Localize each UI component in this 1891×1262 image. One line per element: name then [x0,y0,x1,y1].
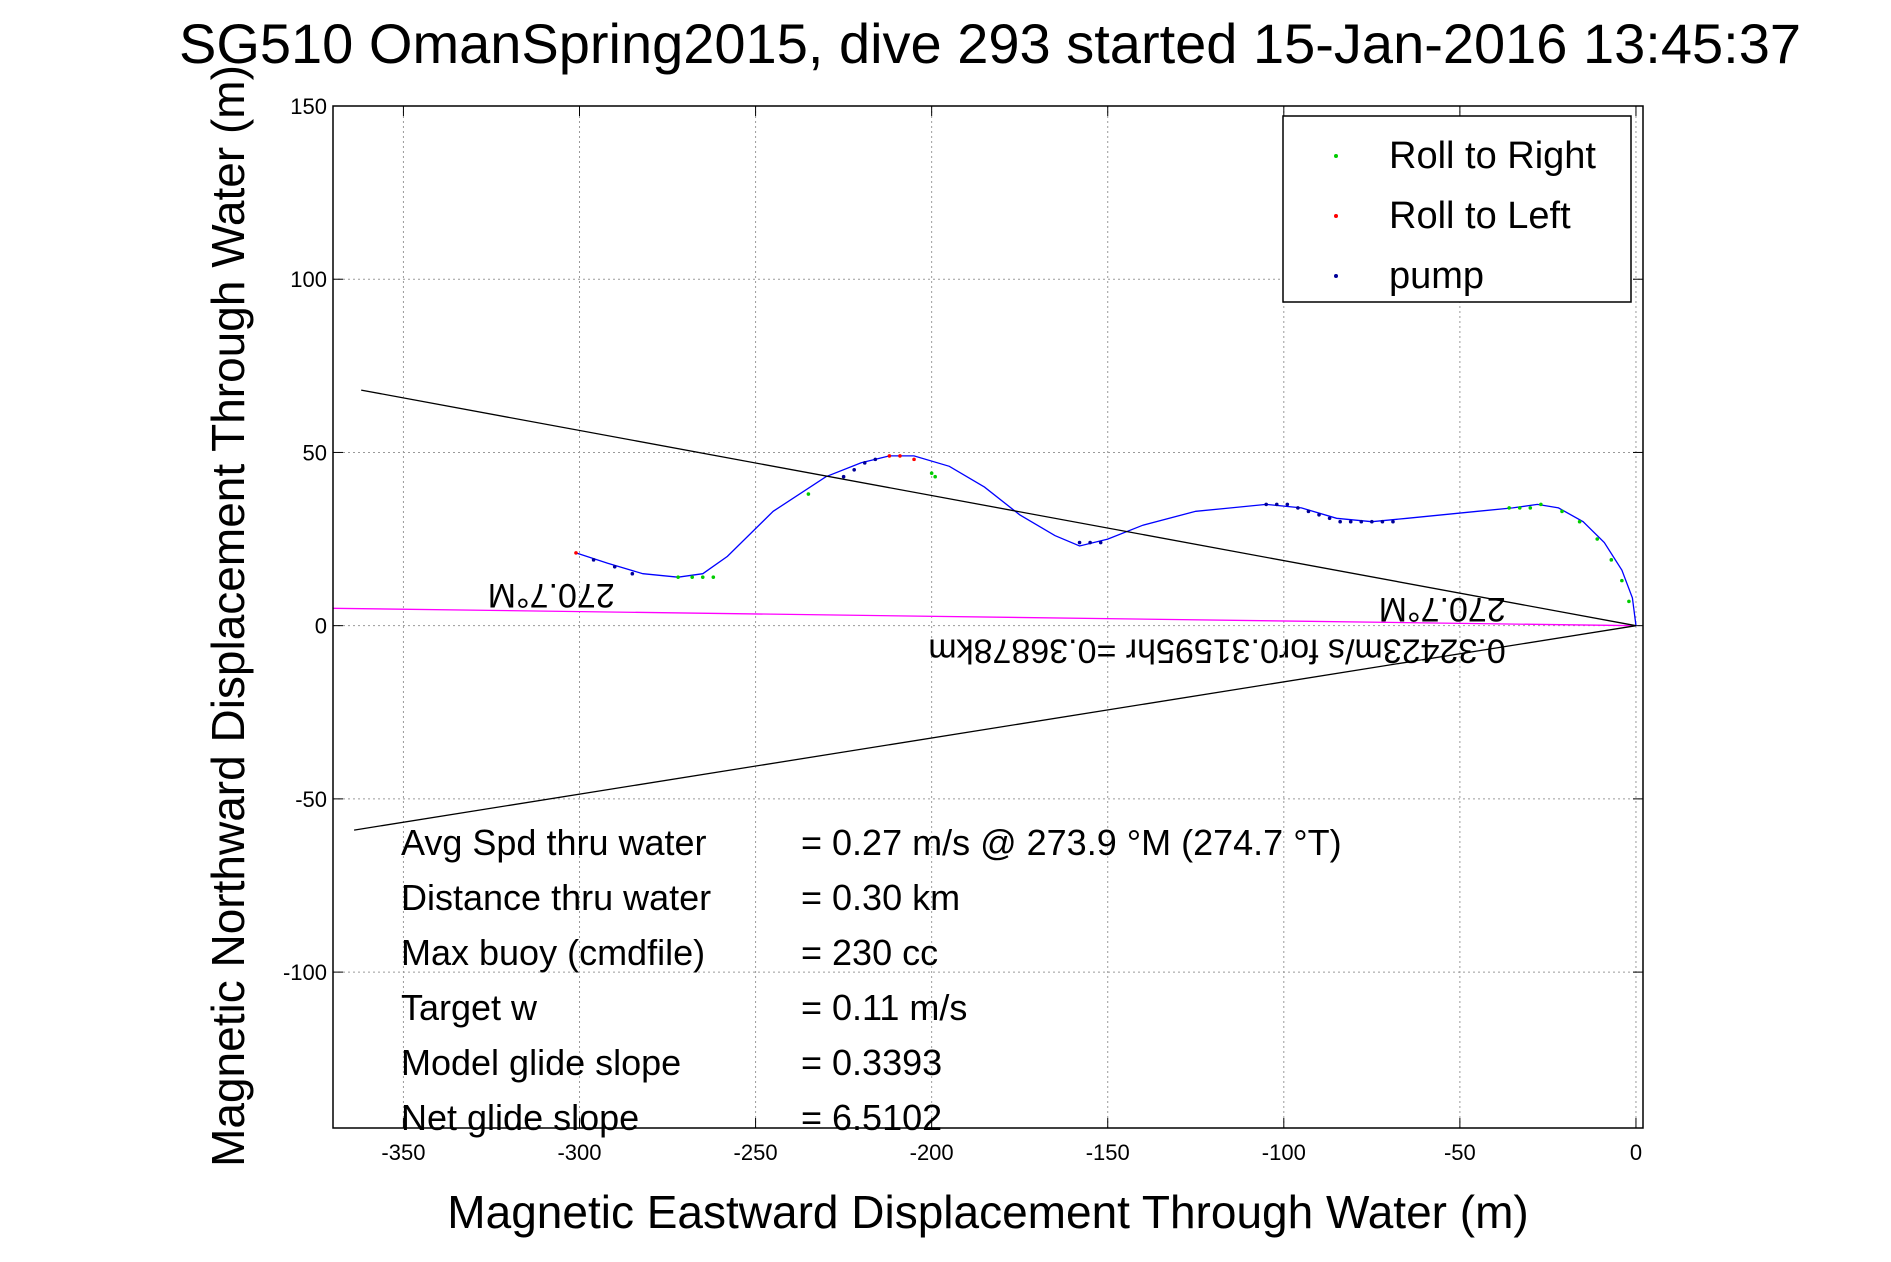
legend-label: pump [1389,255,1484,297]
series-roll-to-right-point [1528,506,1533,510]
y-tick-label: 150 [290,94,327,119]
series-pump-point [873,457,878,462]
series-roll-to-left-point [574,551,578,555]
series-pump-point [1380,519,1385,524]
series-roll-to-right-point [1539,502,1543,507]
y-tick-label: 50 [303,440,327,465]
series-pump-point [1338,519,1342,524]
series-roll-to-right-point [806,492,811,496]
y-axis-label: Magnetic Northward Displacement Through … [202,65,254,1167]
legend-label: Roll to Right [1389,135,1596,177]
series-roll-to-right-point [676,575,680,579]
series-pump-point [1348,519,1353,524]
series-roll-to-left-point [898,454,902,458]
y-tick-label: 100 [290,267,327,292]
series-pump-point [1306,509,1311,514]
stats-block: Avg Spd thru water = 0.27 m/s @ 273.9 °M … [401,822,1342,1138]
series-track-line [575,455,1637,626]
series-roll-to-right-point [1627,599,1631,604]
y-tick-labels: -100 -50 0 50 100 150 [283,94,327,985]
x-tick-label: -150 [1086,1140,1130,1165]
series-pump-point [1285,502,1290,507]
rotated-annotation: 270.7°M [488,576,615,614]
series-pump-point [1296,506,1300,510]
series-roll-to-right-point [1517,506,1522,510]
stat-value: = 6.5102 [801,1097,942,1138]
stat-label: Avg Spd thru water [401,822,707,863]
series-cone-upper-line [361,389,1637,627]
x-tick-labels: -350 -300 -250 -200 -150 -100 -50 0 [381,1140,1642,1165]
x-tick-label: -350 [381,1140,425,1165]
stat-label: Model glide slope [401,1042,681,1083]
legend-label: Roll to Left [1389,195,1571,237]
stat-label: Max buoy (cmdfile) [401,932,705,973]
series-pump-point [591,558,596,562]
series-pump-point [630,571,635,576]
stat-label: Distance thru water [401,877,711,918]
x-tick-label: -50 [1444,1140,1476,1165]
series-pump-point [1359,519,1364,524]
series-roll-to-right-point [1609,558,1614,562]
plot-frame [332,105,1644,1129]
series-pump-point [841,474,846,479]
series-roll-to-right-point [1577,519,1582,524]
stat-value: = 0.27 m/s @ 273.9 °M (274.7 °T) [801,822,1342,863]
rotated-annotation: 0.32423m/s for0.31595hr =0.36878km [928,632,1505,670]
plot-lines [332,389,1637,831]
series-current-line [332,607,1637,627]
series-pump-point [1088,540,1092,545]
series-roll-to-right-point [929,471,934,476]
rotated-annotation: 270.7°M [1379,590,1506,628]
chart-title: SG510 OmanSpring2015, dive 293 started 1… [179,12,1801,75]
legend: Roll to Right Roll to Left pump [1282,115,1632,303]
series-pump-point [1317,513,1321,517]
stat-value: = 230 cc [801,932,938,973]
series-pump-point [1098,540,1103,545]
series-roll-to-left-point [912,457,916,462]
stat-label: Net glide slope [401,1097,639,1138]
series-roll-to-right-point [1620,578,1624,583]
x-axis-label: Magnetic Eastward Displacement Through W… [447,1186,1528,1238]
series-roll-to-right-point [1507,506,1511,510]
series-pump-point [1264,502,1268,507]
series-pump-point [1370,519,1374,524]
series-pump-point [852,467,856,472]
series-pump-point [862,461,867,465]
stat-value: = 0.30 km [801,877,960,918]
legend-marker [1334,214,1338,218]
series-roll-to-right-point [711,575,716,579]
legend-box [1282,115,1632,303]
y-tick-label: 0 [315,614,327,639]
series-cone-lower-line [353,625,1637,831]
series-roll-to-right-point [1560,509,1564,514]
series-pump-point [1391,519,1395,524]
legend-marker [1334,154,1338,158]
legend-marker [1334,274,1338,278]
y-tick-label: -100 [283,960,327,985]
x-tick-label: -250 [734,1140,778,1165]
x-tick-label: -100 [1262,1140,1306,1165]
annotations: 270.7°M 270.7°M 0.32423m/s for0.31595hr =0… [488,576,1506,669]
series-pump-point [1327,516,1332,521]
series-pump-point [1274,502,1279,507]
x-tick-label: -200 [910,1140,954,1165]
series-roll-to-right-point [933,474,937,479]
series-roll-to-right-point [1595,537,1600,541]
stat-label: Target w [401,987,538,1028]
series-roll-to-right-point [700,575,705,579]
stat-value: = 0.11 m/s [801,987,967,1028]
stat-value: = 0.3393 [801,1042,942,1083]
plot-markers [574,454,1631,604]
series-pump-point [612,564,617,569]
x-tick-label: -300 [557,1140,601,1165]
y-tick-label: -50 [295,787,327,812]
x-tick-label: 0 [1630,1140,1642,1165]
series-roll-to-right-point [690,575,694,579]
series-roll-to-left-point [887,454,892,458]
series-pump-point [1077,540,1082,545]
